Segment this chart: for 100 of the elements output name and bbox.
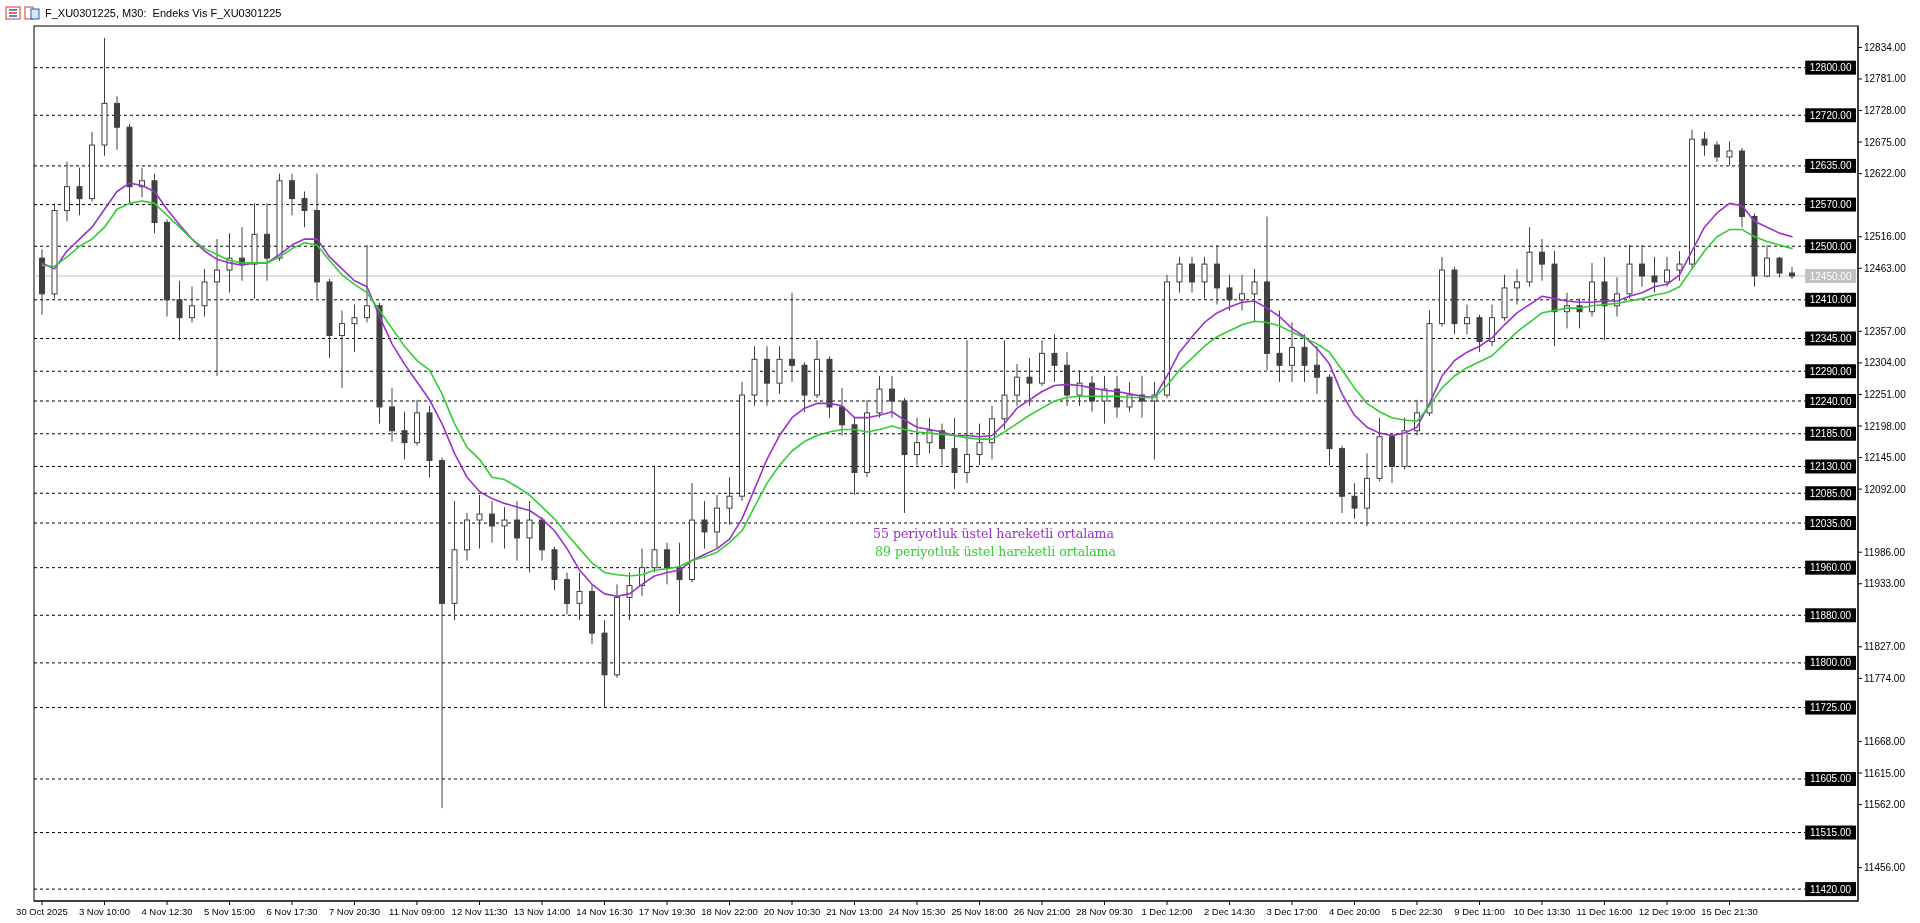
candlestick [1201, 256, 1208, 300]
ref-line-label: 11725.00 [1810, 702, 1852, 714]
candlestick [651, 464, 658, 573]
candlestick [264, 202, 270, 282]
candlestick [1189, 256, 1195, 294]
x-tick-label: 5 Dec 22:30 [1391, 906, 1443, 917]
ref-line-label: 11800.00 [1810, 657, 1852, 669]
x-tick-label: 6 Nov 17:30 [266, 906, 318, 917]
candlestick [1676, 250, 1683, 282]
candlestick [876, 375, 883, 419]
x-tick-label: 3 Nov 10:00 [78, 906, 131, 917]
candlestick [714, 494, 720, 550]
candlestick [114, 95, 120, 151]
candlestick [1514, 268, 1520, 306]
ref-line-label: 12345.00 [1809, 333, 1852, 344]
y-tick-label: 11774.00 [1864, 672, 1906, 684]
y-tick-label: 12834.00 [1864, 41, 1907, 53]
ref-line-label: 12570.00 [1809, 199, 1852, 211]
x-tick-label: 15 Dec 21:30 [1701, 906, 1758, 917]
ref-line-label: 12240.00 [1809, 395, 1852, 407]
ref-line-label: 11515.00 [1810, 827, 1852, 839]
y-tick-label: 11562.00 [1864, 799, 1906, 811]
x-tick-label: 30 Oct 2025 [16, 906, 68, 917]
candlestick [1014, 363, 1020, 407]
x-tick-label: 14 Nov 16:30 [576, 906, 633, 917]
candlestick [189, 286, 195, 323]
text: 55 periyotluk üstel hareketli ortalama [873, 525, 1115, 541]
ref-line-label: 11420.00 [1810, 883, 1852, 895]
candlestick [776, 345, 783, 395]
candlestick [1051, 333, 1058, 383]
candlestick [664, 542, 670, 585]
x-tick-label: 5 Nov 15:00 [203, 906, 256, 917]
candlestick [1276, 310, 1283, 383]
candlestick [351, 304, 358, 353]
candlestick [976, 423, 983, 466]
candlestick [1214, 244, 1220, 306]
ref-line-label: 12410.00 [1809, 294, 1852, 306]
candlestick [1789, 266, 1795, 280]
candlestick [726, 476, 733, 526]
x-tick-label: 10 Dec 13:30 [1513, 906, 1571, 917]
x-tick-label: 28 Nov 09:30 [1076, 906, 1133, 917]
candlestick [1076, 369, 1083, 407]
y-tick-label: 11933.00 [1864, 578, 1906, 590]
y-tick-label: 12728.00 [1864, 105, 1907, 117]
candlestick [1489, 304, 1495, 347]
candlestick [176, 280, 183, 341]
candlestick [501, 506, 508, 550]
candlestick [1239, 274, 1245, 312]
y-tick-label: 12145.00 [1864, 452, 1907, 464]
ref-line-label: 12635.00 [1809, 160, 1852, 172]
x-tick-label: 12 Nov 11:30 [451, 906, 508, 917]
candlestick [764, 345, 770, 407]
candlestick [1151, 381, 1158, 460]
y-tick-label: 11615.00 [1864, 767, 1906, 779]
candlestick [1126, 381, 1133, 413]
y-tick-label: 12357.00 [1864, 325, 1907, 337]
y-tick-label: 11827.00 [1864, 641, 1906, 653]
candlestick [489, 500, 495, 544]
y-tick-label: 11668.00 [1864, 735, 1906, 747]
x-tick-label: 17 Nov 19:30 [638, 906, 696, 917]
candlestick [514, 500, 520, 562]
candlestick [889, 375, 895, 419]
candlestick [339, 310, 345, 389]
x-tick-label: 3 Dec 17:00 [1266, 906, 1318, 917]
candlestick [476, 494, 483, 550]
x-tick-label: 25 Nov 18:00 [951, 906, 1008, 917]
x-tick-label: 11 Nov 09:00 [389, 906, 445, 917]
ref-line-label: 11960.00 [1810, 562, 1852, 574]
ref-line-label: 12290.00 [1809, 365, 1852, 377]
candlestick [1226, 274, 1233, 312]
y-tick-label: 12781.00 [1864, 73, 1907, 85]
ref-line-label: 11605.00 [1810, 773, 1852, 785]
x-tick-label: 26 Nov 21:00 [1013, 906, 1071, 917]
candlestick [951, 417, 958, 490]
candlestick [1714, 140, 1720, 163]
ref-line-label: 12085.00 [1809, 487, 1852, 499]
x-tick-label: 4 Dec 20:00 [1328, 906, 1381, 917]
candlestick [364, 244, 370, 323]
candlestick [576, 571, 583, 621]
x-tick-label: 2 Dec 14:30 [1203, 906, 1256, 917]
y-tick-label: 11986.00 [1864, 546, 1906, 558]
candlestick [401, 411, 408, 460]
y-tick-label: 12251.00 [1864, 388, 1907, 400]
ref-line-label: 12800.00 [1809, 62, 1852, 74]
y-tick-label: 12463.00 [1864, 262, 1907, 274]
candlestick [214, 238, 220, 377]
candlestick [1764, 244, 1770, 278]
candlestick [64, 161, 70, 222]
y-tick-label: 12198.00 [1864, 420, 1907, 432]
candlestick [1251, 268, 1258, 323]
y-tick-label: 12092.00 [1864, 483, 1907, 495]
chart-title: F_XU0301225, M30: Endeks Vis F_XU0301225 [45, 7, 282, 19]
candlestick [1301, 333, 1308, 383]
candlestick [1476, 314, 1483, 353]
candlestick [1314, 345, 1320, 395]
candlestick [1701, 131, 1708, 157]
candlestick [701, 500, 708, 550]
ref-line-label: 12500.00 [1809, 240, 1852, 252]
candlestick [301, 190, 308, 228]
candlestick [1001, 339, 1008, 431]
